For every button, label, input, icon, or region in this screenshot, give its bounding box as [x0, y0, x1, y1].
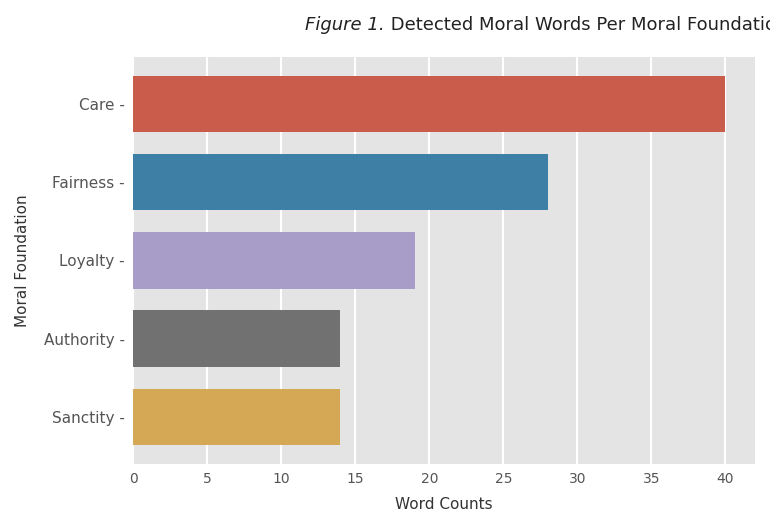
- Y-axis label: Moral Foundation: Moral Foundation: [15, 194, 30, 327]
- Bar: [133, 154, 547, 210]
- Bar: [133, 232, 414, 289]
- Text: Detected Moral Words Per Moral Foundation: Detected Moral Words Per Moral Foundatio…: [385, 16, 770, 34]
- Text: Figure 1.: Figure 1.: [306, 16, 385, 34]
- Bar: [133, 389, 340, 445]
- X-axis label: Word Counts: Word Counts: [395, 497, 493, 512]
- Bar: [133, 76, 725, 132]
- Bar: [133, 310, 340, 367]
